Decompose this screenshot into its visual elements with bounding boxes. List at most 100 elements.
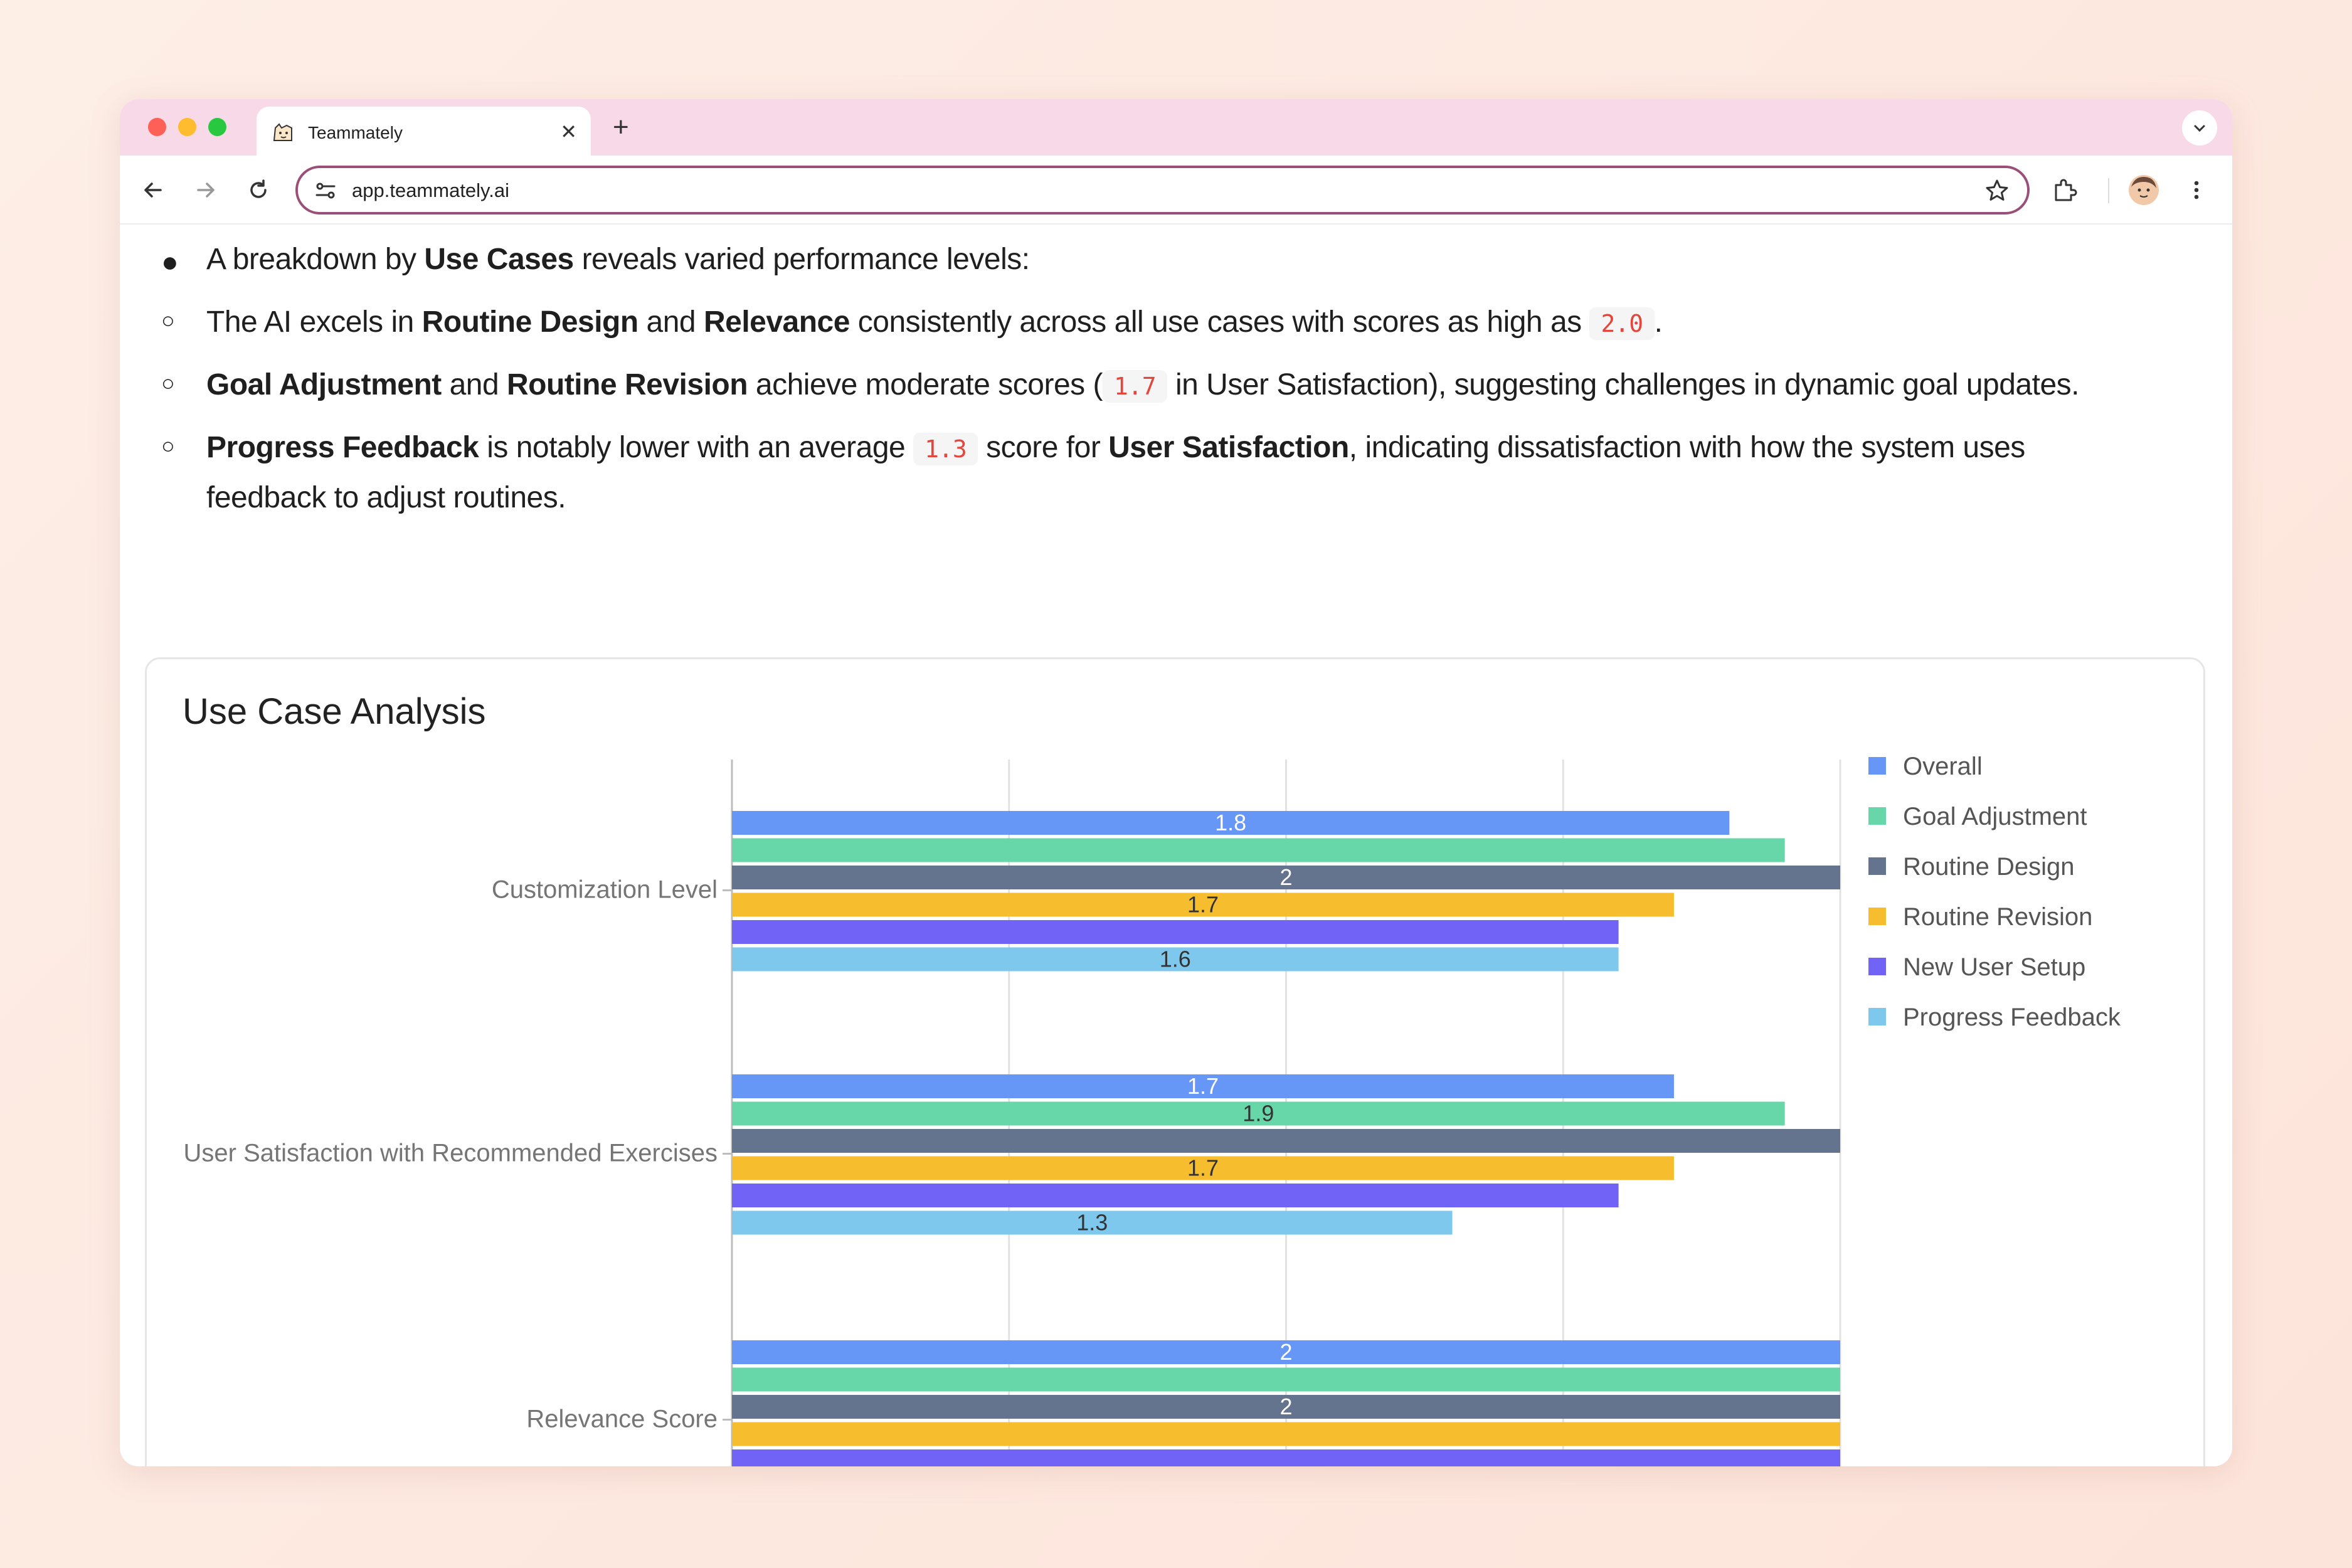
back-button[interactable]: [137, 174, 169, 206]
bar: [732, 1422, 1840, 1446]
close-tab-icon[interactable]: ✕: [560, 120, 577, 143]
chart-title: Use Case Analysis: [183, 691, 486, 732]
bookmark-star-icon[interactable]: [1983, 177, 2011, 204]
avatar-icon: [2129, 175, 2159, 205]
arrow-left-icon: [144, 183, 162, 198]
text-segment: consistently across all use cases with s…: [849, 305, 1590, 339]
chevron-down-icon: [2194, 125, 2205, 132]
bar: [732, 1340, 1840, 1364]
browser-toolbar: app.teammately.ai: [120, 156, 2232, 225]
url-text[interactable]: app.teammately.ai: [352, 179, 509, 201]
bar-data-label: 1.7: [1187, 1155, 1219, 1181]
address-bar[interactable]: app.teammately.ai: [295, 166, 2030, 215]
bar-data-label: 1.8: [1215, 810, 1246, 835]
bar: [732, 1129, 1840, 1153]
text-segment: is notably lower with an average: [479, 431, 914, 464]
bar: [732, 893, 1674, 917]
bar-data-label: 1.6: [1160, 946, 1191, 972]
reload-button[interactable]: [243, 174, 274, 206]
sub-bullet-circle: ○: [161, 370, 175, 396]
arrow-right-icon: [197, 183, 215, 198]
sub-bullet-progress-feedback: Progress Feedback is notably lower with …: [206, 429, 2025, 468]
bar-data-label: 2: [1279, 1394, 1292, 1419]
page-content: ● A breakdown by Use Cases reveals varie…: [120, 225, 2232, 1466]
forward-button[interactable]: [190, 174, 221, 206]
tab-title: Teammately: [308, 123, 403, 142]
sub-bullet-goal-adjustment: Goal Adjustment and Routine Revision ach…: [206, 366, 2079, 405]
text-segment: .: [1654, 305, 1663, 339]
category-label: Customization Level: [492, 876, 718, 904]
tab-search-button[interactable]: [2182, 110, 2217, 146]
extensions-button[interactable]: [2049, 174, 2080, 206]
legend-swatch: [1868, 857, 1886, 875]
legend-label: Progress Feedback: [1903, 1004, 2121, 1031]
bar: [732, 920, 1619, 944]
sub-bullet-routine-design: The AI excels in Routine Design and Rele…: [206, 304, 1663, 342]
text-segment: and: [638, 305, 704, 339]
category-label: Relevance Score: [526, 1406, 718, 1433]
legend-label: Routine Design: [1903, 853, 2075, 881]
text-segment: A breakdown by: [206, 243, 425, 276]
bullet-dot: ●: [161, 245, 179, 278]
site-settings-icon: [315, 183, 336, 199]
text-segment: achieve moderate scores (: [748, 368, 1103, 401]
bar-data-label: 1.9: [1242, 1101, 1274, 1126]
bold-text: Routine Design: [421, 305, 639, 339]
bar-data-label: 2: [1279, 864, 1292, 890]
tab-teammately[interactable]: Teammately ✕: [257, 107, 591, 156]
toolbar-divider: [2108, 178, 2109, 203]
bold-text: Use Cases: [424, 243, 574, 276]
inline-code: 2.0: [1589, 307, 1655, 340]
maximize-window-button[interactable]: [208, 118, 226, 136]
teammately-logo-icon: [273, 123, 292, 141]
legend-label: Routine Revision: [1903, 903, 2092, 931]
legend-label: Overall: [1903, 753, 1983, 780]
legend-swatch: [1868, 807, 1886, 825]
text-segment: and: [441, 368, 507, 401]
legend-swatch: [1868, 958, 1886, 975]
bar: [732, 947, 1619, 972]
chart-card: Use Case Analysis 1.8 2 1.7 1.6 Customizatio…: [145, 657, 2205, 1466]
more-vertical-icon: [2194, 181, 2199, 199]
sub-bullet-circle: ○: [161, 433, 175, 458]
bar: [732, 1156, 1674, 1180]
bold-text: Relevance: [703, 305, 850, 339]
new-tab-button[interactable]: +: [613, 112, 629, 142]
bar-data-label: 1.7: [1187, 892, 1219, 918]
bar-data-label: 1.3: [1076, 1210, 1108, 1236]
text-segment: reveals varied performance levels:: [573, 243, 1030, 276]
bold-text: Routine Revision: [507, 368, 748, 401]
bar: [732, 1395, 1840, 1419]
text-segment: in User Satisfaction), suggesting challe…: [1167, 368, 2080, 401]
bold-text: User Satisfaction: [1108, 431, 1349, 464]
minimize-window-button[interactable]: [178, 118, 196, 136]
inline-code: 1.7: [1103, 370, 1168, 403]
bar: [732, 1184, 1619, 1207]
text-segment: feedback to adjust routines.: [206, 481, 566, 514]
browser-window: Teammately ✕ +: [120, 99, 2232, 1466]
bold-text: Progress Feedback: [206, 431, 479, 464]
inline-code: 1.3: [913, 433, 978, 465]
bar-data-label: 1.7: [1187, 1073, 1219, 1099]
bar: [732, 1074, 1674, 1098]
legend-swatch: [1868, 1008, 1886, 1025]
bar: [732, 1367, 1840, 1392]
reload-icon: [250, 179, 267, 198]
sub-bullet-progress-feedback-continued: feedback to adjust routines.: [206, 479, 566, 517]
close-window-button[interactable]: [148, 118, 166, 136]
bar: [732, 811, 1730, 835]
legend-swatch: [1868, 908, 1886, 925]
legend-label: New User Setup: [1903, 953, 2085, 981]
text-segment: , indicating dissatisfaction with how th…: [1348, 431, 2026, 464]
bar: [732, 1101, 1785, 1126]
puzzle-icon: [2055, 179, 2077, 201]
legend-label: Goal Adjustment: [1903, 803, 2087, 830]
bold-text: Goal Adjustment: [206, 368, 442, 401]
tab-bar: Teammately ✕ +: [120, 99, 2232, 156]
text-segment: score for: [978, 431, 1109, 464]
profile-avatar[interactable]: [2128, 174, 2159, 206]
bar-data-label: 2: [1279, 1339, 1292, 1365]
bullet-use-cases: A breakdown by Use Cases reveals varied …: [206, 241, 1030, 278]
browser-menu-button[interactable]: [2181, 174, 2212, 206]
legend-swatch: [1868, 757, 1886, 775]
